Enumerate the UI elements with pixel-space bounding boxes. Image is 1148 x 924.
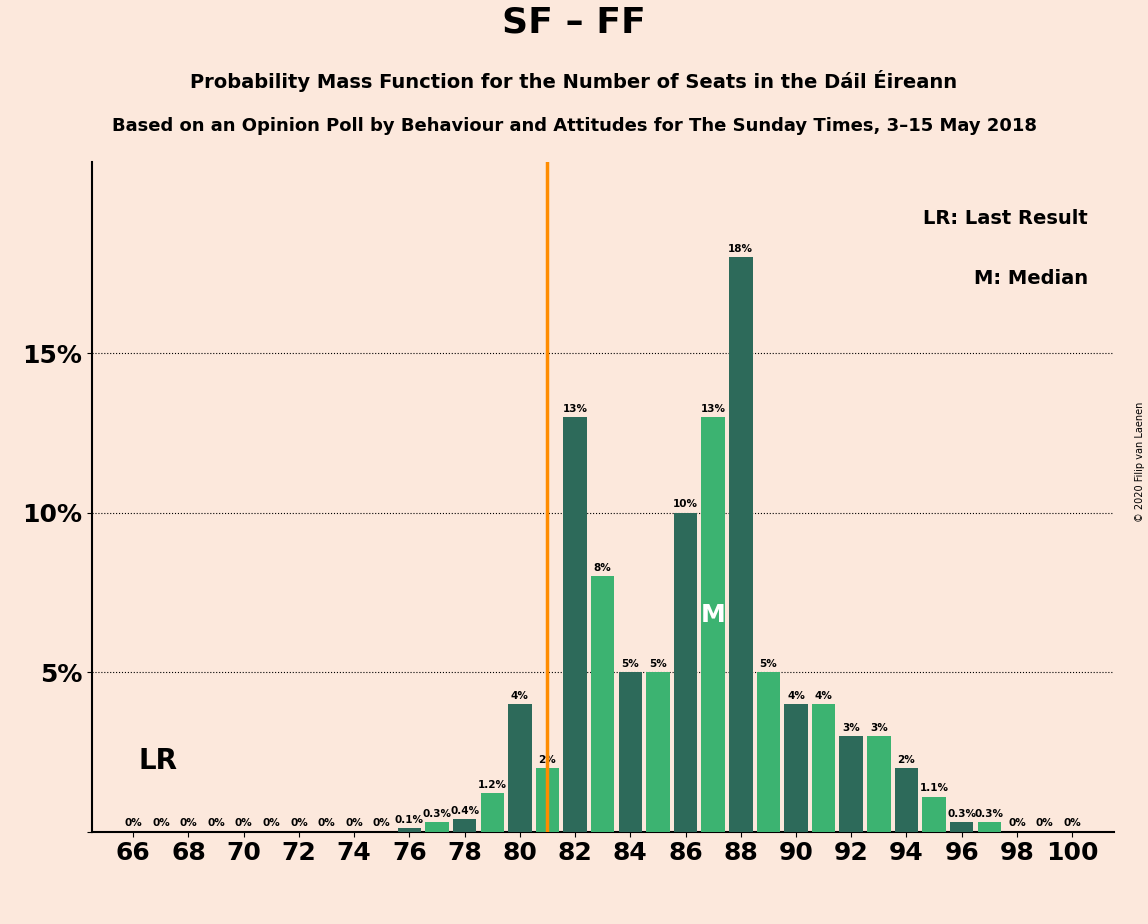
Text: 2%: 2% [538, 755, 557, 765]
Text: M: Median: M: Median [974, 269, 1088, 288]
Text: 0%: 0% [179, 819, 197, 829]
Text: 2%: 2% [898, 755, 915, 765]
Text: 0%: 0% [208, 819, 225, 829]
Text: LR: LR [139, 748, 178, 775]
Text: 0.3%: 0.3% [975, 808, 1003, 819]
Bar [757, 672, 781, 832]
Text: M: M [700, 602, 726, 626]
Bar [867, 736, 891, 832]
Bar [894, 768, 918, 832]
Text: 5%: 5% [760, 659, 777, 669]
Text: Probability Mass Function for the Number of Seats in the Dáil Éireann: Probability Mass Function for the Number… [191, 70, 957, 91]
Bar [591, 577, 614, 832]
Text: 0.4%: 0.4% [450, 806, 479, 816]
Text: 0%: 0% [318, 819, 335, 829]
Bar [619, 672, 642, 832]
Text: 0.1%: 0.1% [395, 815, 424, 825]
Bar [839, 736, 863, 832]
Text: 5%: 5% [621, 659, 639, 669]
Text: 0%: 0% [373, 819, 390, 829]
Text: 4%: 4% [788, 691, 805, 700]
Text: 0%: 0% [152, 819, 170, 829]
Text: 4%: 4% [511, 691, 529, 700]
Text: 10%: 10% [673, 499, 698, 509]
Bar [397, 829, 421, 832]
Text: 0%: 0% [235, 819, 253, 829]
Bar [978, 822, 1001, 832]
Bar [701, 417, 724, 832]
Text: 13%: 13% [563, 404, 588, 414]
Bar [509, 704, 532, 832]
Bar [536, 768, 559, 832]
Text: 0.3%: 0.3% [422, 808, 451, 819]
Text: © 2020 Filip van Laenen: © 2020 Filip van Laenen [1135, 402, 1145, 522]
Text: 0%: 0% [124, 819, 142, 829]
Bar [425, 822, 449, 832]
Text: 0.3%: 0.3% [947, 808, 976, 819]
Text: 0%: 0% [263, 819, 280, 829]
Text: 18%: 18% [728, 244, 753, 254]
Bar [453, 819, 476, 832]
Text: 3%: 3% [843, 723, 860, 733]
Bar [922, 796, 946, 832]
Text: 5%: 5% [649, 659, 667, 669]
Bar [812, 704, 836, 832]
Text: 13%: 13% [700, 404, 726, 414]
Bar [481, 794, 504, 832]
Text: LR: Last Result: LR: Last Result [923, 209, 1088, 227]
Text: 0%: 0% [290, 819, 308, 829]
Text: 0%: 0% [1008, 819, 1026, 829]
Bar [949, 822, 974, 832]
Text: Based on an Opinion Poll by Behaviour and Attitudes for The Sunday Times, 3–15 M: Based on an Opinion Poll by Behaviour an… [111, 117, 1037, 135]
Text: 1.2%: 1.2% [478, 780, 506, 790]
Bar [646, 672, 669, 832]
Text: 3%: 3% [870, 723, 887, 733]
Bar [674, 513, 697, 832]
Text: 0%: 0% [1063, 819, 1081, 829]
Text: 0%: 0% [346, 819, 363, 829]
Text: SF – FF: SF – FF [502, 6, 646, 40]
Text: 4%: 4% [815, 691, 832, 700]
Bar [784, 704, 808, 832]
Bar [729, 258, 752, 832]
Text: 1.1%: 1.1% [920, 784, 948, 794]
Bar [564, 417, 587, 832]
Text: 0%: 0% [1035, 819, 1054, 829]
Text: 8%: 8% [594, 564, 612, 573]
